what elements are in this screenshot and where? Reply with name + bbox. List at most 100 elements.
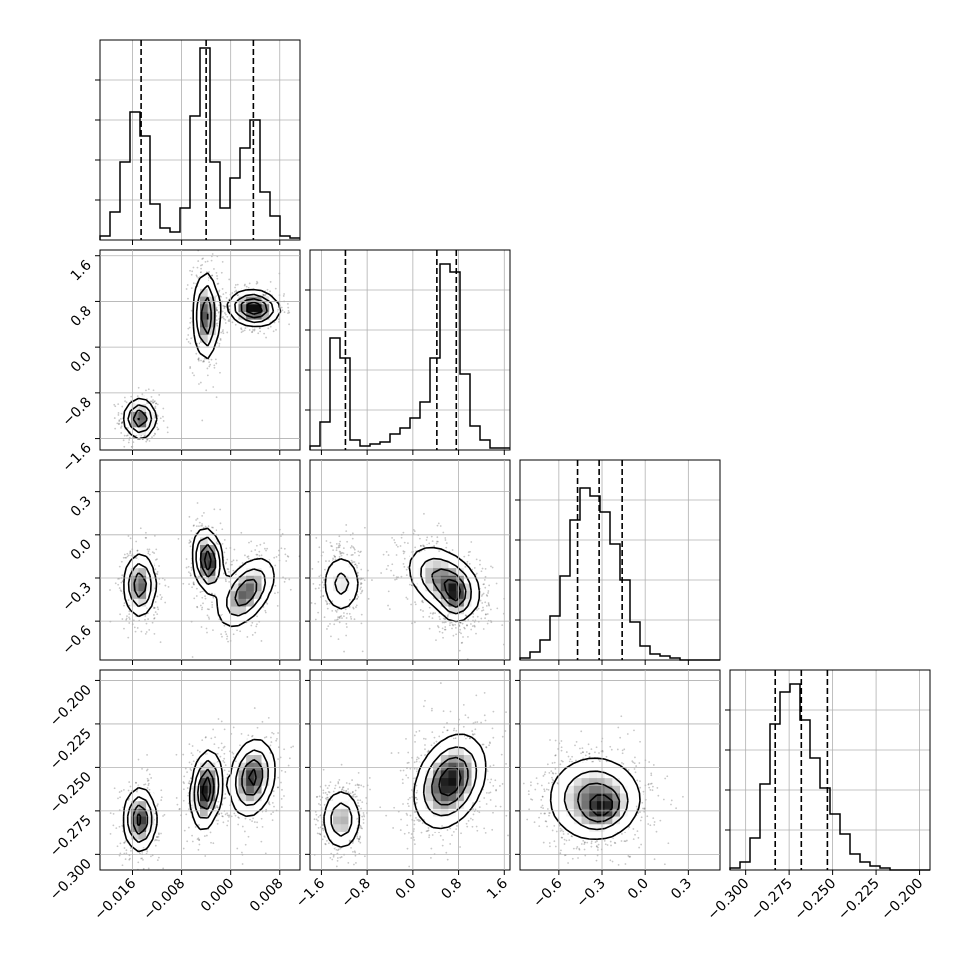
point xyxy=(130,395,133,398)
point xyxy=(209,363,212,366)
point xyxy=(403,565,406,568)
point xyxy=(191,586,193,589)
point xyxy=(154,812,157,815)
point xyxy=(125,852,128,855)
point xyxy=(459,628,462,631)
point xyxy=(328,602,331,605)
point xyxy=(219,339,222,341)
contour-line xyxy=(133,543,258,607)
density-cell xyxy=(207,280,216,289)
hist-bar xyxy=(410,418,420,450)
point xyxy=(422,616,425,618)
point xyxy=(355,606,357,608)
x-axis-p3: −0.300−0.275−0.250−0.225−0.200 xyxy=(705,870,926,923)
point xyxy=(322,586,325,589)
point xyxy=(251,621,254,624)
point xyxy=(136,790,138,793)
point xyxy=(351,561,353,564)
point xyxy=(484,601,487,604)
point xyxy=(420,545,422,547)
point xyxy=(345,524,348,526)
point xyxy=(215,308,218,311)
histogram-p0 xyxy=(99,40,300,240)
point xyxy=(158,583,161,585)
point xyxy=(120,432,123,434)
point xyxy=(119,417,122,420)
point xyxy=(185,566,188,569)
density-cell xyxy=(230,606,239,615)
hist-outline xyxy=(309,263,510,450)
density-cell xyxy=(192,288,201,297)
point xyxy=(222,304,225,307)
point xyxy=(422,544,424,547)
point xyxy=(413,530,416,533)
point xyxy=(201,419,204,422)
point xyxy=(226,635,229,638)
density-cell xyxy=(333,598,342,607)
point xyxy=(240,531,243,534)
point xyxy=(231,292,234,294)
point xyxy=(123,852,126,855)
point xyxy=(324,599,327,602)
point xyxy=(147,779,150,782)
point xyxy=(284,553,287,556)
point xyxy=(287,312,289,315)
point xyxy=(127,554,130,557)
density-cell xyxy=(425,583,434,592)
point xyxy=(129,550,132,553)
hist-bar xyxy=(420,402,430,450)
point xyxy=(153,606,156,609)
density-cell xyxy=(223,590,232,599)
point xyxy=(483,583,485,586)
point xyxy=(419,609,422,611)
point xyxy=(185,558,188,560)
hist-bar xyxy=(270,216,280,240)
point xyxy=(315,537,318,539)
point xyxy=(254,549,257,551)
density-cell xyxy=(246,583,255,592)
point xyxy=(148,548,151,551)
point xyxy=(250,540,253,543)
point xyxy=(193,597,196,600)
point xyxy=(255,553,258,556)
density-cell xyxy=(333,583,342,592)
point xyxy=(330,635,332,638)
point xyxy=(187,341,190,343)
point xyxy=(432,611,435,614)
hist-bar xyxy=(190,116,200,240)
point xyxy=(283,580,286,583)
point xyxy=(471,625,474,628)
point xyxy=(449,622,451,624)
point xyxy=(192,582,195,585)
hist-bar xyxy=(560,576,570,660)
point xyxy=(451,549,454,551)
point xyxy=(120,590,123,593)
point xyxy=(124,400,126,403)
point xyxy=(126,552,129,555)
point xyxy=(360,622,363,625)
point xyxy=(121,421,124,424)
point xyxy=(162,420,165,422)
point xyxy=(255,544,258,547)
point xyxy=(156,415,159,417)
point xyxy=(339,544,342,547)
point xyxy=(160,598,163,600)
point xyxy=(220,331,223,334)
point xyxy=(410,584,413,587)
point xyxy=(156,606,159,609)
point xyxy=(487,602,490,604)
density-cell xyxy=(246,567,255,576)
point xyxy=(156,573,159,576)
point xyxy=(314,587,317,590)
hist-bar xyxy=(750,838,760,870)
point xyxy=(466,624,468,626)
density-cell xyxy=(223,606,232,615)
point xyxy=(345,530,348,533)
density-cell xyxy=(215,590,224,599)
density-cell xyxy=(123,583,132,592)
point xyxy=(274,287,277,290)
point xyxy=(336,618,339,621)
density-cell xyxy=(138,583,147,592)
point xyxy=(403,541,406,544)
point xyxy=(275,555,278,558)
